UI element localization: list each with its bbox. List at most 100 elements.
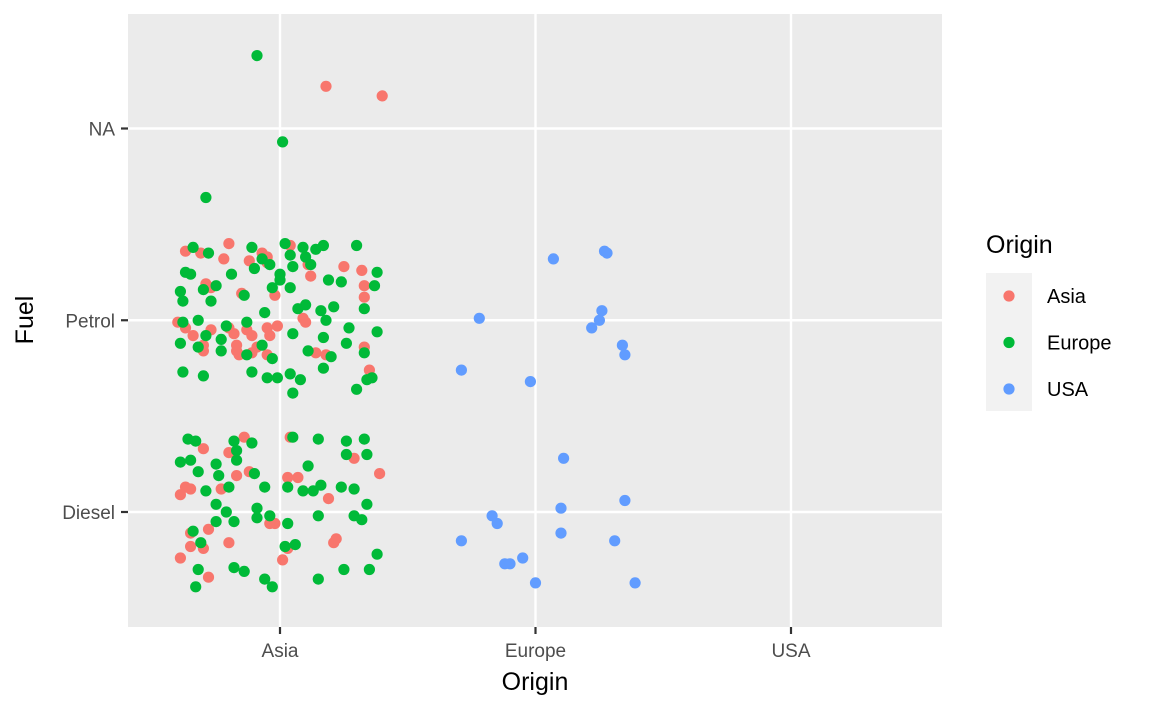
data-points	[172, 50, 641, 593]
point-europe-47	[371, 326, 383, 338]
point-europe-19	[264, 259, 276, 271]
y-tick-label-diesel: Diesel	[62, 503, 115, 524]
point-europe-64	[246, 366, 258, 378]
point-europe-17	[210, 280, 222, 292]
point-europe-31	[238, 289, 250, 301]
point-usa-8	[473, 312, 485, 324]
point-usa-23	[629, 577, 641, 589]
point-europe-48	[200, 330, 212, 342]
point-europe-41	[220, 320, 232, 332]
point-europe-100	[335, 481, 347, 493]
point-europe-59	[302, 345, 314, 357]
point-asia-46	[238, 431, 250, 443]
point-europe-103	[210, 498, 222, 510]
point-europe-95	[223, 481, 235, 493]
point-usa-12	[619, 494, 631, 507]
point-europe-115	[195, 537, 207, 549]
point-asia-66	[223, 537, 235, 549]
point-europe-27	[174, 285, 186, 298]
point-asia-29	[300, 316, 312, 328]
point-europe-57	[241, 349, 253, 361]
point-europe-18	[248, 262, 260, 275]
point-europe-2	[200, 191, 212, 204]
point-europe-75	[190, 435, 202, 447]
legend-key-usa	[1003, 383, 1015, 395]
point-europe-101	[348, 483, 360, 495]
point-europe-107	[228, 516, 240, 528]
point-europe-93	[259, 481, 271, 493]
point-asia-57	[185, 483, 197, 495]
point-usa-10	[524, 376, 537, 388]
point-europe-127	[266, 581, 278, 593]
point-asia-60	[322, 493, 335, 505]
point-europe-44	[292, 303, 304, 315]
point-usa-9	[455, 364, 467, 376]
point-europe-61	[358, 347, 370, 359]
point-asia-58	[174, 489, 186, 501]
point-asia-31	[228, 328, 240, 340]
point-asia-10	[218, 253, 230, 265]
point-asia-55	[292, 471, 304, 484]
point-europe-49	[215, 333, 227, 345]
point-europe-51	[287, 328, 299, 340]
point-usa-6	[616, 339, 629, 351]
point-asia-48	[197, 443, 209, 455]
point-europe-83	[185, 454, 197, 466]
point-europe-84	[210, 458, 222, 470]
point-europe-82	[174, 456, 186, 468]
point-europe-88	[340, 448, 352, 461]
point-europe-40	[192, 314, 204, 326]
grid-lines	[128, 14, 942, 627]
point-asia-4	[223, 238, 235, 250]
point-europe-117	[289, 539, 301, 551]
point-europe-85	[231, 454, 243, 466]
point-europe-29	[205, 295, 217, 307]
point-europe-89	[361, 448, 373, 461]
legend-label-europe: Europe	[1047, 333, 1112, 355]
point-europe-50	[256, 339, 268, 351]
point-europe-5	[246, 241, 258, 253]
point-europe-119	[192, 563, 204, 576]
point-europe-0	[251, 50, 263, 62]
point-europe-114	[187, 525, 199, 537]
point-europe-111	[312, 510, 324, 522]
point-europe-34	[284, 282, 296, 294]
point-usa-18	[609, 535, 621, 547]
point-europe-56	[215, 345, 227, 357]
point-europe-105	[220, 506, 232, 518]
legend-label-asia: Asia	[1047, 286, 1087, 308]
point-asia-39	[233, 349, 245, 361]
point-europe-54	[174, 337, 186, 349]
point-europe-68	[294, 374, 306, 386]
point-europe-90	[192, 466, 204, 478]
point-europe-8	[297, 241, 309, 253]
point-europe-106	[210, 516, 222, 528]
point-europe-52	[317, 331, 329, 344]
point-asia-18	[356, 264, 368, 276]
point-asia-19	[358, 280, 370, 292]
point-asia-73	[202, 571, 215, 583]
point-europe-37	[328, 301, 340, 313]
legend-key-europe	[1003, 336, 1015, 349]
point-europe-121	[238, 565, 250, 578]
point-europe-22	[305, 259, 317, 271]
point-europe-110	[282, 517, 294, 530]
point-europe-6	[256, 253, 268, 265]
point-asia-30	[187, 330, 199, 342]
point-asia-13	[305, 270, 317, 282]
x-tick-label-europe: Europe	[505, 641, 566, 662]
point-asia-33	[264, 330, 276, 342]
point-asia-71	[174, 552, 186, 564]
point-europe-97	[297, 485, 309, 497]
point-europe-4	[202, 247, 215, 259]
point-europe-16	[225, 268, 238, 280]
point-europe-39	[177, 316, 189, 328]
point-asia-65	[185, 540, 197, 553]
point-europe-3	[187, 241, 199, 253]
point-usa-7	[619, 349, 631, 361]
point-usa-5	[586, 322, 598, 334]
point-europe-55	[192, 341, 204, 353]
point-usa-15	[491, 517, 503, 530]
point-europe-38	[358, 303, 370, 315]
point-europe-62	[177, 366, 189, 378]
